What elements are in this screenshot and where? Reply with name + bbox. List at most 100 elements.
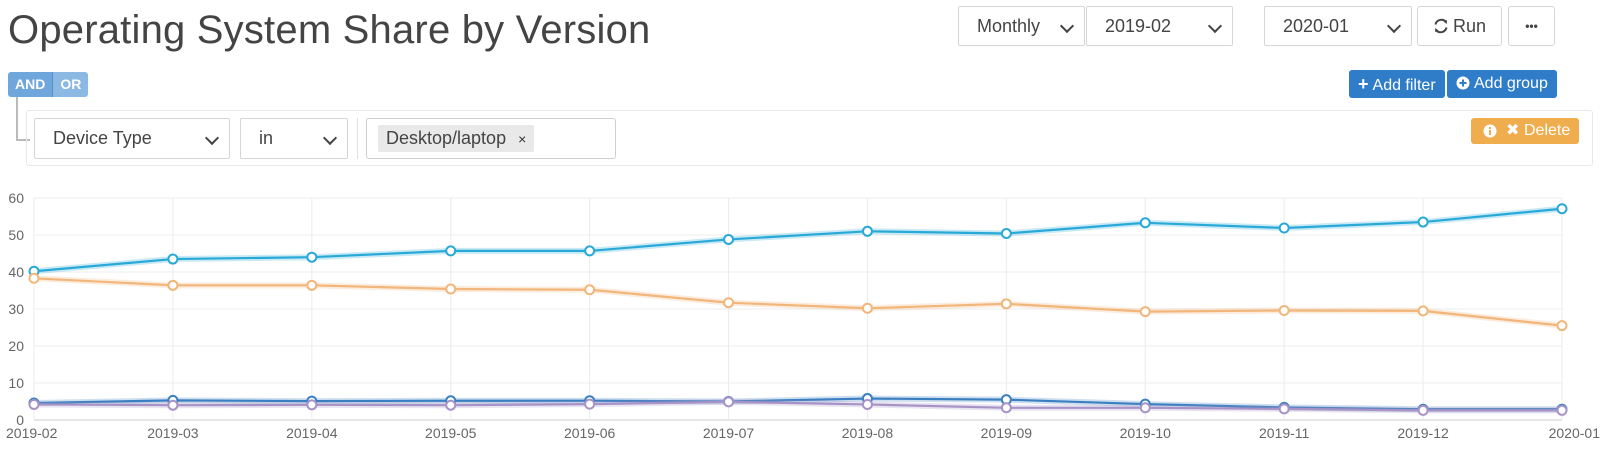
filter-field-select[interactable]: Device Type [34, 118, 230, 159]
data-point [1417, 404, 1429, 416]
data-point [1278, 222, 1290, 234]
x-tick-label: 2019-08 [842, 425, 894, 441]
y-tick-label: 30 [8, 301, 24, 317]
filter-operator-value: in [259, 128, 274, 148]
chevron-down-icon [1386, 18, 1402, 34]
data-point [584, 284, 596, 296]
series-line [33, 207, 1563, 273]
y-tick-label: 40 [8, 264, 24, 280]
data-point [28, 272, 40, 284]
filter-operator-select[interactable]: in [240, 118, 348, 159]
data-point [1139, 217, 1151, 229]
data-point [167, 279, 179, 291]
series-line [33, 277, 1563, 327]
filter-value-tag: Desktop/laptop × [378, 125, 535, 152]
data-point [584, 398, 596, 410]
to-date-select[interactable]: 2020-01 [1264, 6, 1412, 46]
filter-value-input[interactable]: Desktop/laptop × [366, 118, 616, 159]
delete-rule-button[interactable]: ✖ Delete [1471, 118, 1579, 144]
y-axis: 0 10 20 30 40 50 60 [8, 190, 24, 428]
data-point [861, 398, 873, 410]
chevron-down-icon [322, 130, 338, 146]
data-point [861, 225, 873, 237]
y-tick-label: 20 [8, 338, 24, 354]
data-point [723, 396, 735, 408]
data-point [445, 245, 457, 257]
y-tick-label: 50 [8, 227, 24, 243]
x-tick-label: 2019-03 [147, 425, 199, 441]
more-options-button[interactable]: ••• [1508, 6, 1555, 46]
interval-select[interactable]: Monthly [958, 6, 1085, 46]
or-button[interactable]: OR [52, 72, 89, 97]
x-tick-label: 2019-12 [1397, 425, 1449, 441]
data-point [1139, 306, 1151, 318]
y-tick-label: 60 [8, 190, 24, 206]
data-point [1000, 402, 1012, 414]
x-tick-label: 2020-01 [1549, 425, 1601, 441]
data-point [167, 253, 179, 265]
filter-field-value: Device Type [53, 128, 152, 148]
data-point [1139, 402, 1151, 414]
data-point [1000, 298, 1012, 310]
y-tick-label: 0 [16, 412, 24, 428]
data-point [445, 283, 457, 295]
data-point [1278, 304, 1290, 316]
from-date-value: 2019-02 [1105, 16, 1172, 36]
and-button[interactable]: AND [8, 72, 53, 97]
and-or-toggle[interactable]: AND OR [8, 72, 89, 97]
close-icon: ✖ [1506, 122, 1520, 139]
to-date-value: 2020-01 [1283, 16, 1350, 36]
data-point [584, 245, 596, 257]
add-filter-button[interactable]: + Add filter [1349, 70, 1445, 98]
from-date-select[interactable]: 2019-02 [1086, 6, 1233, 46]
x-tick-label: 2019-10 [1120, 425, 1172, 441]
data-point [306, 399, 318, 411]
data-point [861, 302, 873, 314]
data-point [306, 251, 318, 263]
page-title: Operating System Share by Version [8, 8, 651, 52]
x-tick-label: 2019-09 [981, 425, 1033, 441]
x-tick-label: 2019-04 [286, 425, 338, 441]
x-tick-label: 2019-11 [1259, 425, 1310, 441]
data-point [1000, 228, 1012, 240]
filter-rule-row [26, 110, 1593, 166]
info-icon [1483, 124, 1497, 138]
more-options-icon: ••• [1525, 19, 1538, 33]
chevron-down-icon [1207, 18, 1223, 34]
data-point [445, 399, 457, 411]
tag-remove-icon[interactable]: × [518, 131, 527, 147]
data-point [28, 398, 40, 410]
refresh-icon [1434, 18, 1448, 34]
series-shadow-line [33, 205, 1563, 275]
data-point [1417, 216, 1429, 228]
series-line [33, 397, 1562, 411]
data-point [723, 297, 735, 309]
y-tick-label: 10 [8, 375, 24, 391]
x-axis: 2019-02 2019-03 2019-04 2019-05 2019-06 2019-… [6, 425, 1600, 441]
plus-circle-icon [1456, 76, 1470, 90]
chevron-down-icon [1059, 18, 1075, 34]
series-line [33, 400, 1562, 412]
add-group-label: Add group [1474, 75, 1548, 92]
x-tick-label: 2019-06 [564, 425, 616, 441]
delete-label: Delete [1524, 122, 1571, 139]
x-tick-label: 2019-05 [425, 425, 477, 441]
run-button[interactable]: Run [1417, 6, 1502, 46]
data-point [306, 279, 318, 291]
data-point [1278, 403, 1290, 415]
add-group-button[interactable]: Add group [1447, 70, 1557, 98]
x-tick-label: 2019-07 [703, 425, 755, 441]
data-point [1556, 404, 1568, 416]
data-point [1556, 203, 1568, 215]
x-tick-label: 2019-02 [6, 425, 58, 441]
group-connector [16, 97, 30, 141]
run-label: Run [1452, 16, 1487, 36]
chart-series [28, 203, 1568, 416]
divider [357, 118, 358, 159]
chevron-down-icon [204, 130, 220, 146]
data-point [1417, 305, 1429, 317]
interval-value: Monthly [977, 16, 1041, 36]
data-point [167, 399, 179, 411]
data-point [723, 233, 735, 245]
